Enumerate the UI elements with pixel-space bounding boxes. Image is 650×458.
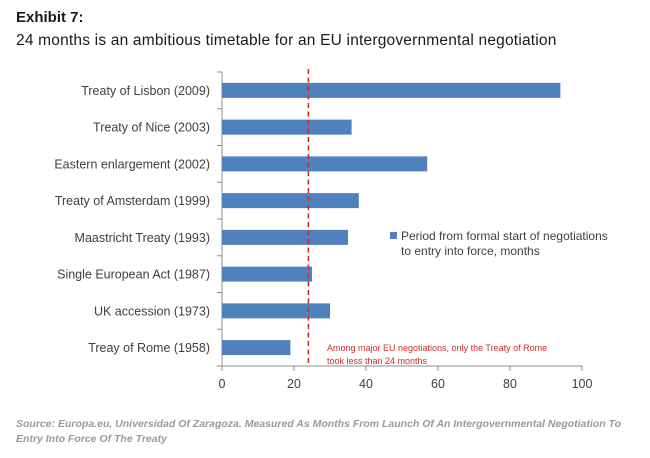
chart-bars — [222, 82, 561, 356]
bar — [222, 119, 352, 135]
bar-chart: Treaty of Lisbon (2009) Treaty of Nice (2… — [54, 69, 608, 391]
category-label: Single European Act (1987) — [57, 268, 210, 282]
legend-label: to entry into force, months — [401, 244, 540, 258]
x-tick-label: 100 — [572, 377, 593, 391]
x-tick-labels: 0 20 40 60 80 100 — [219, 377, 593, 391]
legend-label: Period from formal start of negotiations — [401, 229, 608, 243]
annotation-line: took less than 24 months — [327, 356, 428, 366]
category-label: Treaty of Amsterdam (1999) — [55, 194, 210, 208]
chart-legend: Period from formal start of negotiations… — [390, 229, 608, 258]
category-label: Treaty of Nice (2003) — [93, 121, 210, 135]
chart-title: 24 months is an ambitious timetable for … — [16, 32, 557, 49]
x-tick-label: 40 — [359, 377, 373, 391]
category-labels: Treaty of Lisbon (2009) Treaty of Nice (2… — [54, 84, 210, 355]
exhibit-label: Exhibit 7: — [16, 9, 84, 26]
category-label: Treay of Rome (1958) — [88, 341, 210, 355]
x-tick-label: 60 — [431, 377, 445, 391]
legend-swatch — [390, 232, 397, 239]
source-note: Source: Europa.eu, Universidad Of Zarago… — [16, 418, 621, 445]
category-label: Maastricht Treaty (1993) — [75, 231, 210, 245]
category-label: Treaty of Lisbon (2009) — [81, 84, 210, 98]
bar — [222, 340, 291, 356]
x-tick-label: 80 — [503, 377, 517, 391]
chart-axes — [217, 71, 583, 371]
bar — [222, 266, 312, 282]
bar — [222, 229, 348, 245]
bar — [222, 82, 561, 98]
bar — [222, 193, 359, 209]
chart-annotation: Among major EU negotiations, only the Tr… — [327, 343, 547, 366]
annotation-line: Among major EU negotiations, only the Tr… — [327, 343, 547, 353]
x-tick-label: 20 — [287, 377, 301, 391]
bar — [222, 303, 330, 319]
x-tick-label: 0 — [219, 377, 226, 391]
category-label: Eastern enlargement (2002) — [54, 157, 210, 171]
category-label: UK accession (1973) — [94, 304, 210, 318]
bar — [222, 156, 428, 172]
